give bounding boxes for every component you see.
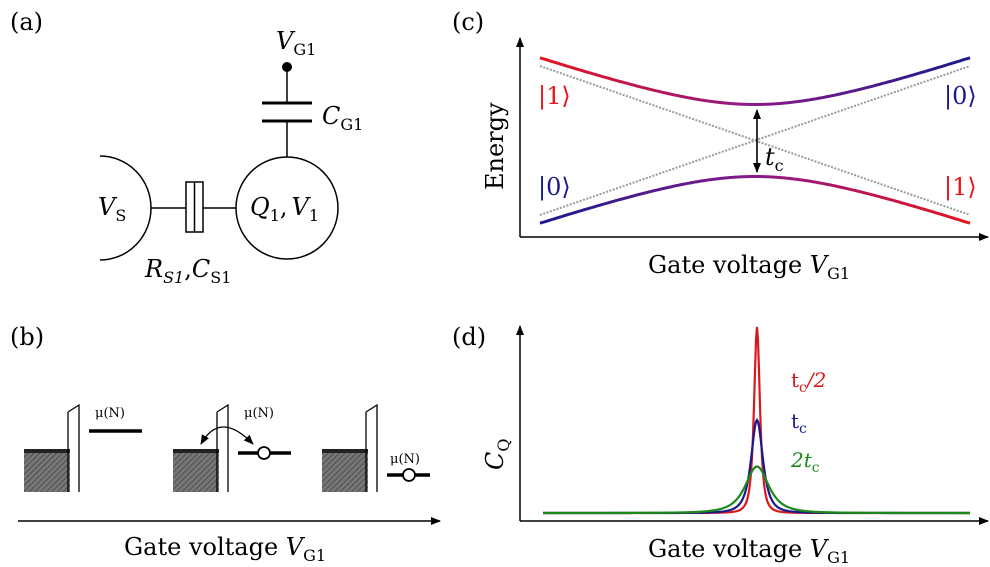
panel-d-quantum-capacitance: (d) CQ Gate voltage VG1 tc/2 tc 2tc <box>452 323 989 567</box>
cq-series-line-2 <box>543 465 970 515</box>
tunnel-barrier-3 <box>365 403 378 492</box>
lower-energy-branch <box>539 175 971 225</box>
cq-x-label: Gate voltage VG1 <box>648 535 850 567</box>
state-zero-right-label: |0⟩ <box>944 82 977 111</box>
series-label-2tc: 2tc <box>790 448 820 476</box>
lead-fermi-sea-2 <box>173 451 219 492</box>
mu-label-1: μ(N) <box>95 406 125 421</box>
panel-label-d: (d) <box>452 323 486 351</box>
mu-label-2: μ(N) <box>244 406 274 421</box>
series-label-half-tc: tc/2 <box>791 368 826 396</box>
energy-y-label: Energy <box>481 102 509 190</box>
panel-c-energy-diagram: (c) Energy Gate voltage VG1 tc |1⟩ |0⟩ |… <box>452 8 989 283</box>
electron-marker-3 <box>402 468 416 482</box>
cq-curves <box>543 326 970 515</box>
state-zero-left-label: |0⟩ <box>538 173 571 202</box>
dot-charge-voltage-label: Q1, V1 <box>250 193 319 225</box>
state-one-right-label: |1⟩ <box>944 173 977 202</box>
panel-label-c: (c) <box>452 8 484 36</box>
source-voltage-label: VS <box>98 193 126 225</box>
state-one-left-label: |1⟩ <box>538 82 571 111</box>
tunnel-coupling-label: tc <box>765 143 784 175</box>
panel-a-circuit: (a) VG1 CG1 Q1, V1 VS RS1,CS1 <box>10 8 363 287</box>
lead-fermi-sea-3 <box>322 451 368 492</box>
gate-voltage-label: VG1 <box>276 27 316 59</box>
tunneling-arrow <box>200 426 254 445</box>
gate-capacitance-label: CG1 <box>322 102 363 134</box>
electron-marker-2 <box>257 446 271 460</box>
panel-label-a: (a) <box>10 8 43 36</box>
tunnel-barrier-2 <box>216 403 229 492</box>
panel-label-b: (b) <box>10 323 44 351</box>
junction-label: RS1,CS1 <box>144 255 231 287</box>
level-axis-label: Gate voltage VG1 <box>124 533 326 565</box>
energy-x-label: Gate voltage VG1 <box>648 251 850 283</box>
panel-b-level-diagrams: (b) μ(N) μ(N) μ(N) Gate voltage VG1 <box>10 323 441 565</box>
cq-y-label: CQ <box>481 439 513 471</box>
tunnel-barrier-1 <box>67 403 80 492</box>
mu-label-3: μ(N) <box>390 452 420 467</box>
series-label-tc: tc <box>791 409 807 437</box>
upper-energy-branch <box>539 56 971 106</box>
lead-fermi-sea-1 <box>24 451 70 492</box>
